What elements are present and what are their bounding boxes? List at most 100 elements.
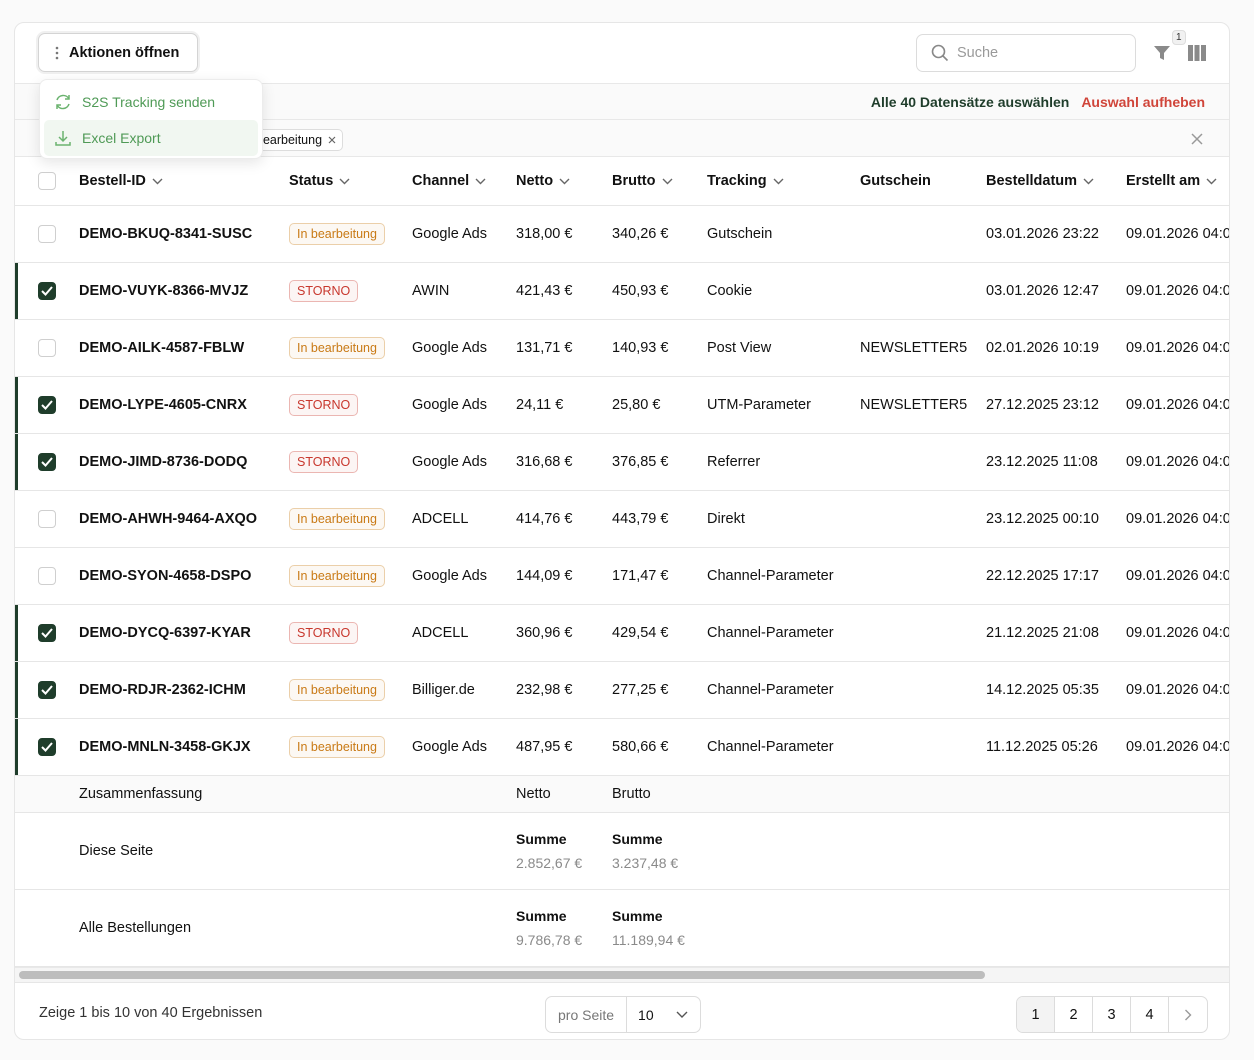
cell: Google Ads (412, 226, 516, 242)
cell: 140,93 € (612, 340, 707, 356)
sort-icon[interactable] (1206, 178, 1217, 185)
select-chevron (676, 1011, 688, 1018)
checkbox[interactable] (38, 339, 56, 357)
checkbox[interactable] (38, 567, 56, 585)
actions-button[interactable]: Aktionen öffnen (38, 33, 198, 72)
cell-text: 09.01.2026 04:0 (1126, 511, 1230, 527)
cell-text: 03.01.2026 23:22 (986, 226, 1099, 242)
table-row[interactable]: DEMO-MNLN-3458-GKJX In bearbeitung Google … (15, 719, 1229, 776)
search-placeholder: Suche (957, 45, 999, 61)
checkbox[interactable] (38, 282, 56, 300)
sort-icon[interactable] (1083, 178, 1094, 185)
clear-filters-icon[interactable] (1191, 133, 1203, 145)
page-button[interactable]: 1 (1017, 997, 1055, 1032)
cell: 23.12.2025 00:10 (986, 511, 1126, 527)
cell: Cookie (707, 283, 860, 299)
per-page-select[interactable]: pro Seite 10 (545, 996, 701, 1033)
cell: In bearbeitung (289, 565, 412, 587)
status-badge: In bearbeitung (289, 736, 385, 758)
cell-text: 429,54 € (612, 625, 669, 641)
filter-count: 1 (1172, 30, 1186, 45)
cell-text: 171,47 € (612, 568, 669, 584)
checkbox[interactable] (38, 225, 56, 243)
table-row[interactable]: DEMO-BKUQ-8341-SUSC In bearbeitung Google … (15, 206, 1229, 263)
cell-text: DEMO-SYON-4658-DSPO (79, 568, 252, 584)
checkbox[interactable] (38, 624, 56, 642)
checkbox[interactable] (38, 453, 56, 471)
page-button[interactable]: 2 (1055, 997, 1093, 1032)
cell-text: 09.01.2026 04:0 (1126, 340, 1230, 356)
filter-chip[interactable]: bearbeitung (251, 129, 344, 151)
table-row[interactable]: DEMO-RDJR-2362-ICHM In bearbeitung Billige… (15, 662, 1229, 719)
sort-icon[interactable] (773, 178, 784, 185)
checkbox[interactable] (38, 738, 56, 756)
cell: In bearbeitung (289, 508, 412, 530)
summary-caption: Summe (612, 908, 663, 924)
header-cell[interactable]: Tracking (707, 173, 860, 189)
cell: 277,25 € (612, 682, 707, 698)
search-box[interactable]: Suche (916, 34, 1136, 72)
cell-text: 09.01.2026 04:0 (1126, 568, 1230, 584)
header-cell[interactable]: Channel (412, 173, 516, 189)
cell: Gutschein (707, 226, 860, 242)
columns-icon[interactable] (1187, 44, 1207, 62)
cell: DEMO-LYPE-4605-CNRX (79, 397, 289, 413)
cell-text: Channel-Parameter (707, 739, 834, 755)
cell: 171,47 € (612, 568, 707, 584)
check-icon (41, 286, 53, 296)
chip-close-icon[interactable] (328, 136, 336, 144)
table-row[interactable]: DEMO-AILK-4587-FBLW In bearbeitung Google … (15, 320, 1230, 377)
cell-text: Google Ads (412, 739, 487, 755)
checkbox[interactable] (38, 681, 56, 699)
table-row[interactable]: DEMO-VUYK-8366-MVJZ STORNO AWIN 421,43 € 450… (15, 263, 1229, 320)
header-cell[interactable]: Status (289, 173, 412, 189)
select-all-link[interactable]: Alle 40 Datensätze auswählen (870, 93, 1070, 110)
sort-icon[interactable] (662, 178, 673, 185)
column-label: Netto (516, 173, 554, 189)
table-row[interactable]: DEMO-JIMD-8736-DODQ STORNO Google Ads 316,6… (15, 434, 1229, 491)
cell (15, 738, 79, 756)
cell-text: 360,96 € (516, 625, 573, 641)
cell-text: Billiger.de (412, 682, 475, 698)
status-badge: In bearbeitung (289, 679, 385, 701)
checkbox[interactable] (38, 396, 56, 414)
cell-text: DEMO-RDJR-2362-ICHM (79, 682, 246, 698)
header-cell[interactable]: Bestell-ID (79, 173, 289, 189)
sort-icon[interactable] (339, 178, 350, 185)
cell: 23.12.2025 11:08 (986, 454, 1126, 470)
next-page[interactable] (1169, 997, 1207, 1032)
cell: 580,66 € (612, 739, 707, 755)
cell: AWIN (412, 283, 516, 299)
sort-icon[interactable] (559, 178, 570, 185)
cell-text: 277,25 € (612, 682, 669, 698)
cell: In bearbeitung (289, 337, 412, 359)
header-cell[interactable]: Bestelldatum (986, 173, 1126, 189)
scroll-thumb[interactable] (19, 971, 985, 979)
table-row[interactable]: DEMO-DYCQ-6397-KYAR STORNO ADCELL 360,96 € 4… (15, 605, 1229, 662)
table-row[interactable]: DEMO-AHWH-9464-AXQO In bearbeitung ADCELL 4… (15, 491, 1230, 548)
cell: 09.01.2026 04:0 (1126, 397, 1229, 413)
sort-icon[interactable] (475, 178, 486, 185)
cell: Google Ads (412, 739, 516, 755)
header-cell[interactable]: Erstellt am (1126, 173, 1229, 189)
cell-text: NEWSLETTER5 (860, 397, 968, 413)
header-cell[interactable]: Netto (516, 173, 612, 189)
page-button[interactable]: 3 (1093, 997, 1131, 1032)
cell-text: Referrer (707, 454, 761, 470)
page-button[interactable]: 4 (1131, 997, 1169, 1032)
cell-text: Channel-Parameter (707, 682, 834, 698)
dropdown-item[interactable]: S2S Tracking senden (44, 84, 258, 120)
clear-selection-link[interactable]: Auswahl aufheben (1081, 93, 1205, 110)
dots-icon (55, 46, 59, 59)
status-badge: In bearbeitung (289, 565, 385, 587)
checkbox[interactable] (38, 172, 56, 190)
filter-icon[interactable] (1152, 43, 1172, 63)
header-cell[interactable]: Brutto (612, 173, 707, 189)
table-row[interactable]: DEMO-SYON-4658-DSPO In bearbeitung Google … (15, 548, 1230, 605)
table-row[interactable]: DEMO-LYPE-4605-CNRX STORNO Google Ads 24,11… (15, 377, 1229, 434)
dropdown-item[interactable]: Excel Export (44, 120, 258, 156)
checkbox[interactable] (38, 510, 56, 528)
sort-icon[interactable] (152, 178, 163, 185)
cell: ADCELL (412, 511, 516, 527)
orders-card: Aktionen öffnen Suche 1 Alle 40 Datensät… (14, 22, 1230, 1040)
